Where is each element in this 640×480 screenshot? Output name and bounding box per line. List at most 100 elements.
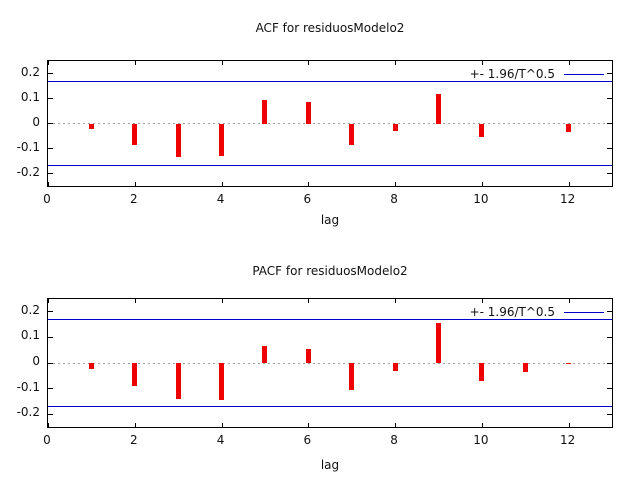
pacf-bar-lag-1 — [88, 363, 94, 370]
acf-bar-lag-12 — [566, 123, 572, 133]
pacf-xtick-12 — [568, 299, 570, 303]
pacf-ytick-label-0.1: 0.1 — [20, 328, 40, 343]
pacf-ytick-0.2 — [607, 311, 612, 313]
acf-xaxis-label: lag — [320, 213, 340, 227]
pacf-xtick-6 — [308, 299, 310, 303]
pacf-legend-line-sample — [564, 312, 604, 313]
acf-legend: +- 1.96/T^0.5 — [470, 68, 604, 81]
pacf-xtick-label-2: 2 — [129, 433, 138, 447]
pacf-bar-lag-8 — [392, 363, 398, 371]
pacf-zero-line — [48, 362, 612, 364]
pacf-ytick-0.1 — [607, 336, 612, 338]
pacf-upper-band-line — [48, 319, 612, 321]
acf-legend-label: +- 1.96/T^0.5 — [469, 67, 555, 81]
acf-title: ACF for residuosModelo2 — [255, 21, 405, 35]
acf-xtick-8 — [395, 61, 397, 65]
pacf-ytick-0 — [607, 362, 612, 364]
pacf-ytick--0.2 — [48, 413, 53, 415]
pacf-bar-lag-11 — [522, 363, 528, 372]
acf-ytick-0 — [607, 123, 612, 124]
pacf-ytick--0.1 — [48, 388, 53, 390]
pacf-ytick-0.2 — [48, 311, 53, 313]
pacf-xtick-10 — [481, 423, 483, 427]
acf-bar-lag-4 — [219, 123, 225, 156]
pacf-xtick-6 — [308, 423, 310, 427]
acf-xtick-2 — [134, 61, 136, 65]
acf-bar-lag-2 — [132, 123, 138, 145]
acf-bar-lag-3 — [175, 123, 181, 158]
acf-ytick-label-0.2: 0.2 — [20, 64, 40, 79]
pacf-plot-area: +- 1.96/T^0.5 — [47, 298, 613, 428]
pacf-xtick-label-12: 12 — [559, 433, 576, 447]
pacf-bar-lag-6 — [305, 348, 311, 363]
acf-xtick-label-12: 12 — [559, 192, 576, 206]
acf-bar-lag-10 — [479, 123, 485, 138]
acf-xtick-0 — [48, 182, 49, 186]
pacf-xtick-0 — [48, 423, 49, 427]
pacf-xtick-label-6: 6 — [303, 433, 312, 447]
pacf-xtick-label-4: 4 — [216, 433, 225, 447]
acf-xtick-label-8: 8 — [390, 192, 398, 206]
acf-ytick-0.2 — [48, 73, 53, 74]
pacf-xtick-4 — [221, 299, 223, 303]
pacf-ytick-label-0: 0 — [32, 354, 40, 368]
acf-xtick-label-6: 6 — [303, 192, 312, 206]
acf-lower-band-line — [48, 165, 612, 167]
pacf-bar-lag-9 — [435, 323, 441, 363]
pacf-xtick-2 — [134, 423, 136, 427]
pacf-xtick-8 — [395, 423, 397, 427]
acf-xtick-2 — [134, 182, 136, 186]
acf-bar-lag-5 — [262, 99, 268, 124]
acf-xtick-10 — [481, 61, 483, 65]
pacf-legend: +- 1.96/T^0.5 — [470, 306, 604, 319]
acf-ytick-0 — [48, 123, 53, 124]
acf-xtick-4 — [221, 61, 223, 65]
acf-ytick--0.1 — [48, 148, 53, 149]
pacf-xtick-label-0: 0 — [43, 433, 51, 447]
pacf-ytick-label--0.1: -0.1 — [16, 379, 40, 394]
pacf-ytick--0.1 — [607, 388, 612, 390]
acf-ytick-label--0.1: -0.1 — [16, 139, 40, 154]
acf-xtick-4 — [221, 182, 223, 186]
pacf-bar-lag-2 — [132, 363, 138, 387]
pacf-bar-lag-3 — [175, 363, 181, 399]
acf-xtick-label-10: 10 — [473, 192, 489, 206]
acf-bar-lag-6 — [305, 102, 311, 124]
acf-xtick-6 — [308, 61, 310, 65]
pacf-xtick-12 — [568, 423, 570, 427]
acf-ytick-0.1 — [48, 98, 53, 99]
acf-xtick-12 — [568, 182, 570, 186]
pacf-title: PACF for residuosModelo2 — [252, 264, 408, 278]
acf-bar-lag-7 — [349, 123, 355, 145]
pacf-bar-lag-10 — [479, 363, 485, 381]
pacf-bar-lag-4 — [219, 363, 225, 401]
pacf-legend-label: +- 1.96/T^0.5 — [469, 305, 555, 319]
acf-legend-line-sample — [564, 74, 604, 75]
acf-plot-area: +- 1.96/T^0.5 — [47, 60, 613, 187]
acf-ytick-label--0.2: -0.2 — [16, 164, 40, 179]
pacf-xtick-0 — [48, 299, 49, 303]
pacf-ytick-0 — [48, 362, 53, 364]
acf-bar-lag-1 — [88, 123, 94, 129]
acf-xtick-label-2: 2 — [129, 192, 138, 206]
pacf-bar-lag-5 — [262, 346, 268, 363]
acf-ytick-0.2 — [607, 73, 612, 74]
pacf-xtick-2 — [134, 299, 136, 303]
acf-bar-lag-8 — [392, 123, 398, 131]
acf-xtick-0 — [48, 61, 49, 65]
acf-xtick-8 — [395, 182, 397, 186]
pacf-ytick-label-0.2: 0.2 — [20, 302, 40, 317]
acf-xtick-label-4: 4 — [216, 192, 225, 206]
acf-bar-lag-9 — [435, 93, 441, 124]
acf-zero-line — [48, 123, 612, 124]
acf-xtick-label-0: 0 — [43, 192, 51, 206]
acf-ytick--0.1 — [607, 148, 612, 149]
acf-ytick--0.2 — [48, 173, 53, 174]
acf-xtick-10 — [481, 182, 483, 186]
pacf-xtick-10 — [481, 299, 483, 303]
pacf-bar-lag-12 — [566, 363, 572, 365]
pacf-xtick-label-8: 8 — [390, 433, 398, 447]
pacf-xtick-8 — [395, 299, 397, 303]
pacf-ytick--0.2 — [607, 413, 612, 415]
